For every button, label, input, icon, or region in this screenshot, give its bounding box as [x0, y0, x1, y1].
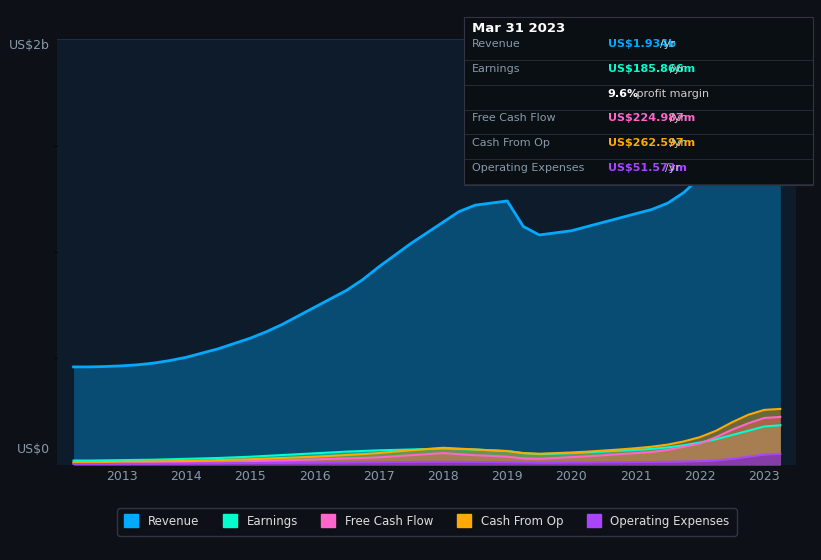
Text: US$2b: US$2b [9, 39, 50, 52]
Text: /yr: /yr [671, 64, 686, 74]
Text: US$51.573m: US$51.573m [608, 163, 686, 173]
Text: US$262.597m: US$262.597m [608, 138, 695, 148]
Text: Earnings: Earnings [472, 64, 521, 74]
Text: US$224.987m: US$224.987m [608, 114, 695, 123]
Text: US$185.866m: US$185.866m [608, 64, 695, 74]
Text: Mar 31 2023: Mar 31 2023 [472, 22, 566, 35]
Legend: Revenue, Earnings, Free Cash Flow, Cash From Op, Operating Expenses: Revenue, Earnings, Free Cash Flow, Cash … [117, 508, 736, 535]
Text: /yr: /yr [671, 114, 686, 123]
Text: /yr: /yr [660, 39, 675, 49]
Text: /yr: /yr [671, 138, 686, 148]
Text: Revenue: Revenue [472, 39, 521, 49]
Text: 9.6%: 9.6% [608, 88, 639, 99]
Text: /yr: /yr [665, 163, 680, 173]
Text: profit margin: profit margin [633, 88, 709, 99]
Text: Cash From Op: Cash From Op [472, 138, 550, 148]
Text: US$0: US$0 [17, 444, 50, 456]
Text: Operating Expenses: Operating Expenses [472, 163, 585, 173]
Text: Free Cash Flow: Free Cash Flow [472, 114, 556, 123]
Text: US$1.934b: US$1.934b [608, 39, 676, 49]
